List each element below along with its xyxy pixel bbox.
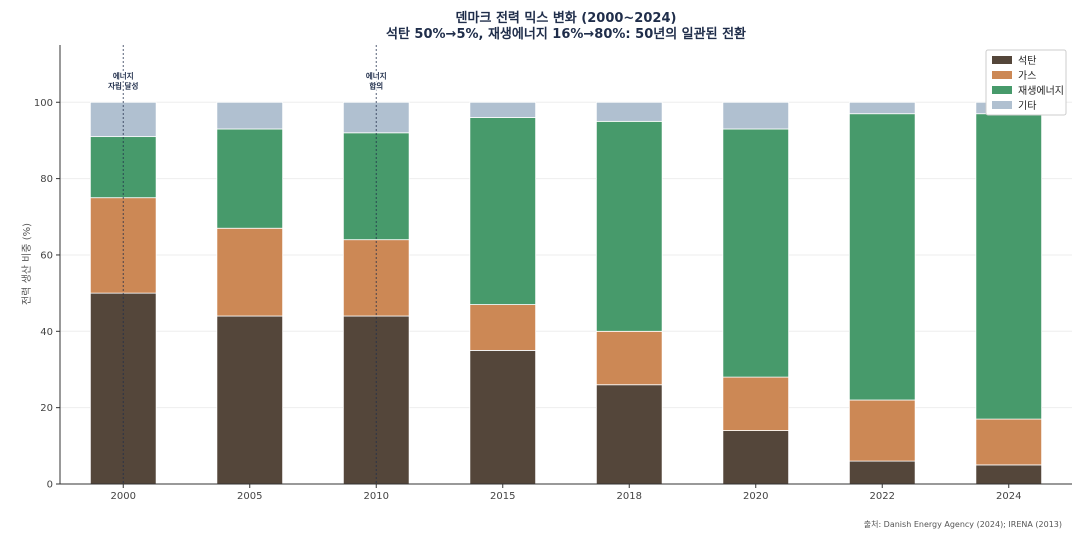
y-tick-label: 100 xyxy=(34,98,53,109)
y-axis-label: 전력 생산 비중 (%) xyxy=(21,223,33,305)
axes: 0 20 40 60 80 100 2000 2005 2010 2015 2018 2020 2022… xyxy=(34,45,1072,502)
bar-segment xyxy=(595,120,663,332)
annotation-text: 에너지 xyxy=(366,70,387,80)
chart-subtitle: 석탄 50%→5%, 재생에너지 16%→80%: 50년의 일관된 전환 xyxy=(386,26,746,42)
legend-label: 석탄 xyxy=(1018,55,1036,67)
bar-segment xyxy=(89,101,157,138)
bar-segment xyxy=(595,330,663,386)
bar-segment xyxy=(216,128,284,229)
bar-segment xyxy=(595,101,663,122)
x-tick-label: 2015 xyxy=(490,491,515,502)
bar-segment xyxy=(848,460,916,485)
bar-segment xyxy=(848,101,916,115)
bars xyxy=(89,101,1043,485)
annotation-text: 합의 xyxy=(369,80,383,90)
bar-segment xyxy=(469,349,537,485)
bar-segment xyxy=(975,113,1043,420)
legend-box xyxy=(985,49,1067,116)
bar-segment xyxy=(722,101,790,130)
x-tick-label: 2022 xyxy=(870,491,895,502)
legend-label: 기타 xyxy=(1018,100,1036,112)
x-tick-label: 2000 xyxy=(111,491,136,502)
bar-segment xyxy=(722,430,790,485)
annotation-text: 에너지 xyxy=(113,70,134,80)
legend-swatch xyxy=(992,71,1012,79)
bar-segment xyxy=(975,464,1043,485)
x-tick-label: 2020 xyxy=(743,491,768,502)
bar-segment xyxy=(216,101,284,130)
bar-segment xyxy=(975,418,1043,466)
legend-label: 재생에너지 xyxy=(1018,85,1064,97)
bar-segment xyxy=(469,117,537,305)
bar-segment xyxy=(595,384,663,485)
bar-segment xyxy=(848,113,916,401)
legend-swatch xyxy=(992,86,1012,94)
legend-swatch xyxy=(992,101,1012,109)
x-tick-label: 2010 xyxy=(364,491,389,502)
annotation-text: 자립 달성 xyxy=(108,80,138,90)
legend-label: 가스 xyxy=(1018,70,1036,82)
y-tick-label: 20 xyxy=(40,403,53,414)
y-tick-label: 0 xyxy=(47,480,53,491)
x-tick-label: 2018 xyxy=(617,491,642,502)
source-note: 출처: Danish Energy Agency (2024); IRENA (… xyxy=(864,519,1062,529)
bar-segment xyxy=(469,304,537,351)
bar-segment xyxy=(469,101,537,118)
bar-segment xyxy=(722,128,790,378)
bar-segment xyxy=(722,376,790,431)
gridlines xyxy=(60,101,1072,485)
legend-swatch xyxy=(992,56,1012,64)
bar-segment xyxy=(848,399,916,462)
y-tick-label: 60 xyxy=(40,250,53,261)
x-tick-label: 2024 xyxy=(996,491,1021,502)
bar-segment xyxy=(216,315,284,485)
x-tick-label: 2005 xyxy=(237,491,262,502)
bar-segment xyxy=(216,227,284,317)
y-tick-label: 80 xyxy=(40,174,53,185)
y-tick-label: 40 xyxy=(40,327,53,338)
chart-title: 덴마크 전력 믹스 변화 (2000~2024) xyxy=(456,10,677,26)
